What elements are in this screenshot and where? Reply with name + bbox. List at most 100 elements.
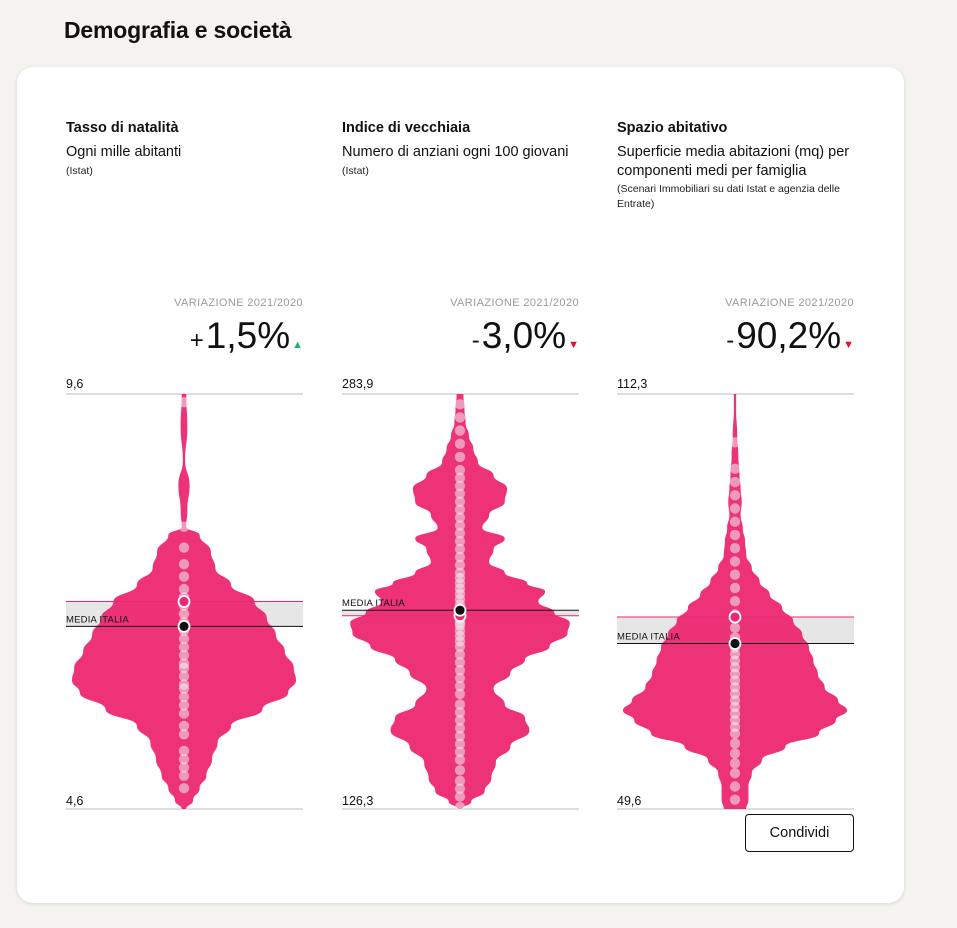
panel-source: (Istat) (66, 164, 93, 177)
data-point (454, 722, 466, 734)
data-point (729, 595, 741, 607)
data-point (454, 715, 466, 726)
data-point (729, 463, 741, 474)
data-point (729, 748, 741, 759)
data-point (454, 649, 466, 660)
data-point (178, 671, 190, 682)
axis-min-label: 4,6 (66, 794, 83, 808)
data-point (178, 770, 190, 781)
media-label: MEDIA ITALIA (617, 632, 680, 643)
arrow-down-icon: ▼ (843, 339, 854, 351)
panel-subtitle: Superficie media abitazioni (mq) per com… (617, 144, 850, 179)
data-point (454, 520, 466, 531)
media-label: MEDIA ITALIA (342, 598, 405, 609)
axis-min-label: 49,6 (617, 794, 641, 808)
data-point (454, 680, 466, 692)
data-point (454, 688, 466, 700)
panel-subtitle: Ogni mille abitanti (66, 144, 182, 160)
data-point (178, 658, 190, 669)
data-point (454, 738, 466, 750)
data-point (178, 691, 190, 703)
current-value-marker (177, 595, 191, 608)
data-point (454, 730, 466, 742)
data-point (454, 783, 466, 794)
data-point (729, 758, 741, 769)
data-point (454, 801, 466, 813)
axis-min-label: 126,3 (342, 794, 373, 808)
data-point (454, 567, 466, 578)
data-point (454, 451, 466, 463)
delta-label: VARIAZIONE 2021/2020 (450, 297, 579, 309)
data-point (729, 781, 741, 792)
data-point (454, 528, 466, 539)
data-point (178, 608, 190, 620)
data-point (729, 556, 741, 567)
data-point (729, 516, 741, 527)
data-point (454, 472, 466, 484)
data-point (178, 754, 190, 765)
axis-max-label: 112,3 (617, 377, 647, 391)
data-point (454, 672, 466, 684)
section-title: Demografia e società (64, 17, 292, 43)
data-point (454, 488, 466, 500)
delta-number: 3,0% (481, 315, 567, 356)
data-point (178, 783, 190, 794)
violin-chart: 283,9 126,3 MEDIA ITALIA (342, 377, 579, 813)
chart-card: Tasso di natalità Ogni mille abitanti (I… (17, 67, 904, 903)
media-marker (177, 619, 191, 633)
delta-value: - 3,0% ▼ (472, 315, 579, 366)
data-point (454, 512, 466, 523)
current-value-marker (728, 610, 742, 624)
data-point (729, 490, 741, 501)
data-point (178, 521, 190, 532)
data-point (178, 700, 190, 711)
delta-value: + 1,5% ▲ (190, 315, 303, 366)
data-point (454, 746, 466, 758)
data-point (454, 543, 466, 555)
data-point (178, 542, 190, 553)
data-point (729, 437, 741, 448)
panel-living-space: Spazio abitativo Superficie media abitaz… (617, 119, 854, 810)
data-point (454, 399, 466, 410)
arrow-down-icon: ▼ (568, 339, 579, 351)
arrow-up-icon: ▲ (292, 339, 303, 351)
data-point (729, 738, 741, 749)
data-point (454, 480, 466, 492)
delta-label: VARIAZIONE 2021/2020 (725, 297, 854, 309)
data-point (454, 412, 466, 423)
data-point (454, 657, 466, 668)
data-point (729, 476, 741, 488)
data-point (729, 529, 741, 541)
panel-source: (Scenari Immobiliari su dati Istat e age… (617, 183, 840, 210)
panel-subtitle: Numero di anziani ogni 100 giovani (342, 144, 569, 160)
data-point (454, 559, 466, 571)
data-point (729, 768, 741, 779)
delta-sign: + (189, 327, 204, 354)
data-point (454, 775, 466, 787)
data-point (178, 729, 190, 740)
data-point (178, 708, 190, 719)
media-marker (728, 637, 742, 650)
data-point (729, 569, 741, 580)
delta-value: - 90,2% ▼ (726, 315, 854, 366)
data-point (454, 551, 466, 563)
panel-title: Spazio abitativo (617, 120, 728, 136)
violin-chart: 9,6 4,6 MEDIA ITALIA (66, 377, 303, 810)
share-button[interactable]: Condividi (745, 814, 854, 852)
data-point (178, 650, 190, 661)
panel-aging-index: Indice di vecchiaia Numero di anziani og… (342, 119, 579, 813)
data-point (454, 504, 466, 515)
panel-source: (Istat) (342, 164, 369, 177)
data-point (454, 464, 466, 476)
delta-number: 1,5% (205, 315, 291, 356)
media-label: MEDIA ITALIA (66, 614, 129, 625)
data-point (178, 583, 190, 595)
data-point (729, 503, 741, 514)
data-point (178, 679, 190, 690)
panel-birth-rate: Tasso di natalità Ogni mille abitanti (I… (66, 119, 303, 810)
data-point (178, 641, 190, 653)
delta-sign: - (726, 327, 735, 354)
data-point (454, 791, 466, 802)
panel-title: Tasso di natalità (66, 120, 179, 136)
data-point (454, 535, 466, 547)
